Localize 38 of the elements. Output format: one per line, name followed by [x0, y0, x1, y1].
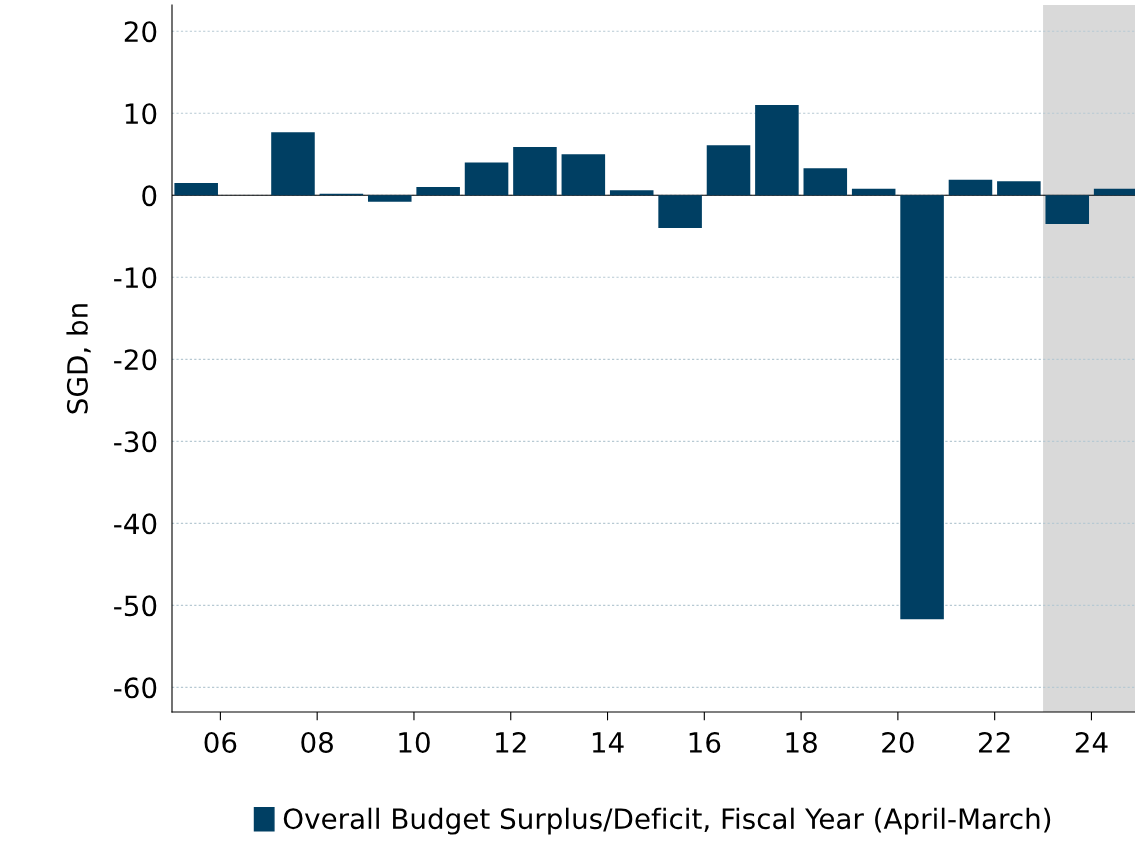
y-tick-label: -50	[114, 595, 157, 617]
bar	[609, 190, 654, 196]
x-tick-label: 24	[1075, 731, 1108, 753]
bar	[271, 132, 315, 196]
y-tick-label: -40	[114, 513, 157, 535]
bar	[755, 105, 799, 196]
y-tick-label: 20	[124, 21, 157, 43]
y-tick-label: -20	[114, 349, 157, 371]
x-tick-label: 10	[399, 731, 430, 753]
x-tick-label: 22	[979, 731, 1010, 753]
y-tick-label: 0	[142, 185, 157, 207]
bar	[464, 162, 509, 196]
y-tick-label: -10	[114, 267, 157, 289]
x-tick-label: 14	[592, 732, 624, 753]
x-tick-label: 06	[204, 731, 237, 753]
x-tick-label: 18	[786, 731, 817, 753]
y-tick-label: -60	[114, 677, 157, 699]
x-tick-label: 16	[689, 731, 721, 753]
bar	[851, 188, 896, 196]
bar	[948, 179, 993, 196]
bar	[513, 146, 557, 196]
bar	[803, 168, 848, 196]
bar	[658, 195, 702, 229]
y-tick-label: -30	[114, 431, 157, 453]
bar	[561, 154, 606, 196]
bar	[997, 181, 1041, 196]
bar	[1045, 195, 1090, 224]
x-tick-label: 12	[496, 731, 526, 753]
x-tick-label: 08	[301, 731, 333, 753]
legend-label: Overall Budget Surplus/Deficit, Fiscal Year (April-March)	[283, 807, 1051, 835]
x-tick-label: 20	[882, 731, 914, 753]
bar	[174, 182, 218, 196]
y-tick-label: 10	[125, 103, 157, 125]
bar	[706, 145, 751, 196]
bar	[367, 195, 412, 202]
bar	[900, 195, 944, 620]
y-axis-title: SGD, bn	[66, 304, 91, 414]
bar	[416, 187, 460, 196]
